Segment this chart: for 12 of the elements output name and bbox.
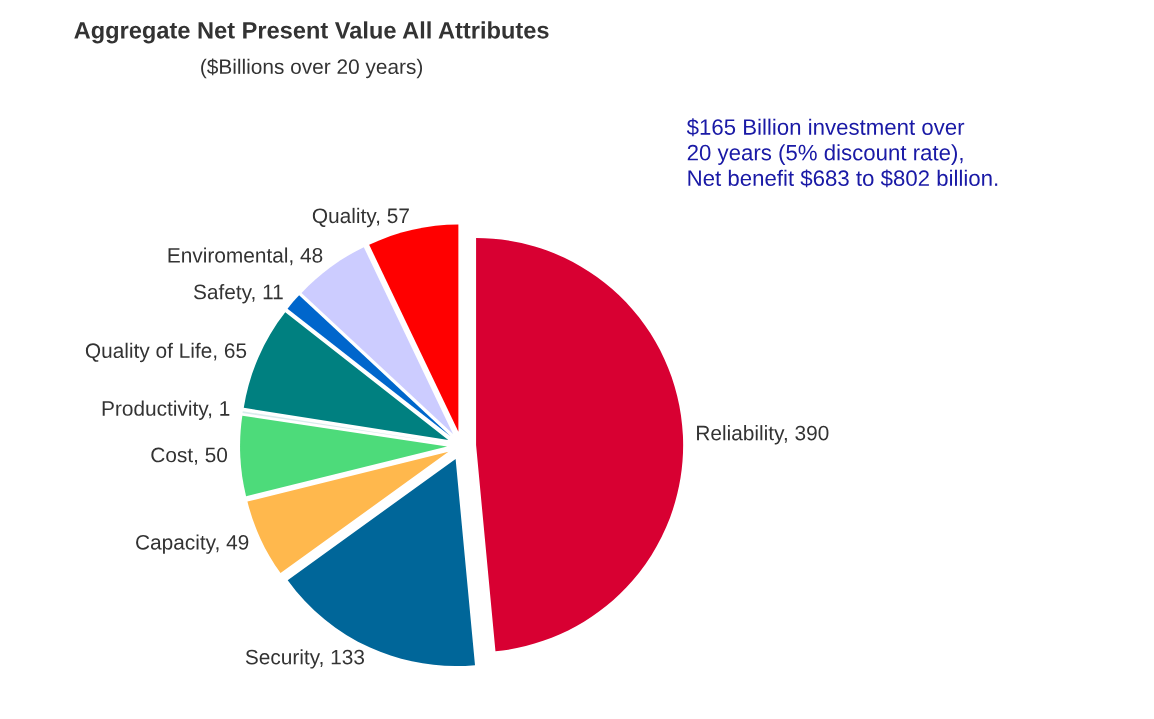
slice-label: Safety, 11: [193, 284, 283, 304]
slice-label: Reliability, 390: [697, 425, 829, 445]
slice-label: Cost, 50: [151, 447, 228, 465]
slice-label: Quality, 57: [312, 207, 409, 228]
chart-subtitle: ($Billions over 20 years): [201, 58, 423, 79]
slice-label: Productivity, 1: [102, 400, 230, 420]
slice-label: Quality of Life, 65: [85, 342, 247, 363]
chart-title: Aggregate Net Present Value All Attributes: [74, 21, 549, 44]
slice-label: Enviromental, 48: [168, 247, 323, 266]
slice-label: Security, 133: [245, 649, 365, 669]
text: $165 Billion investment over 20 years (5% discount rate), Net benefit $683 to $802 billion.: [686, 118, 998, 188]
slice-label: Capacity, 49: [136, 534, 249, 554]
